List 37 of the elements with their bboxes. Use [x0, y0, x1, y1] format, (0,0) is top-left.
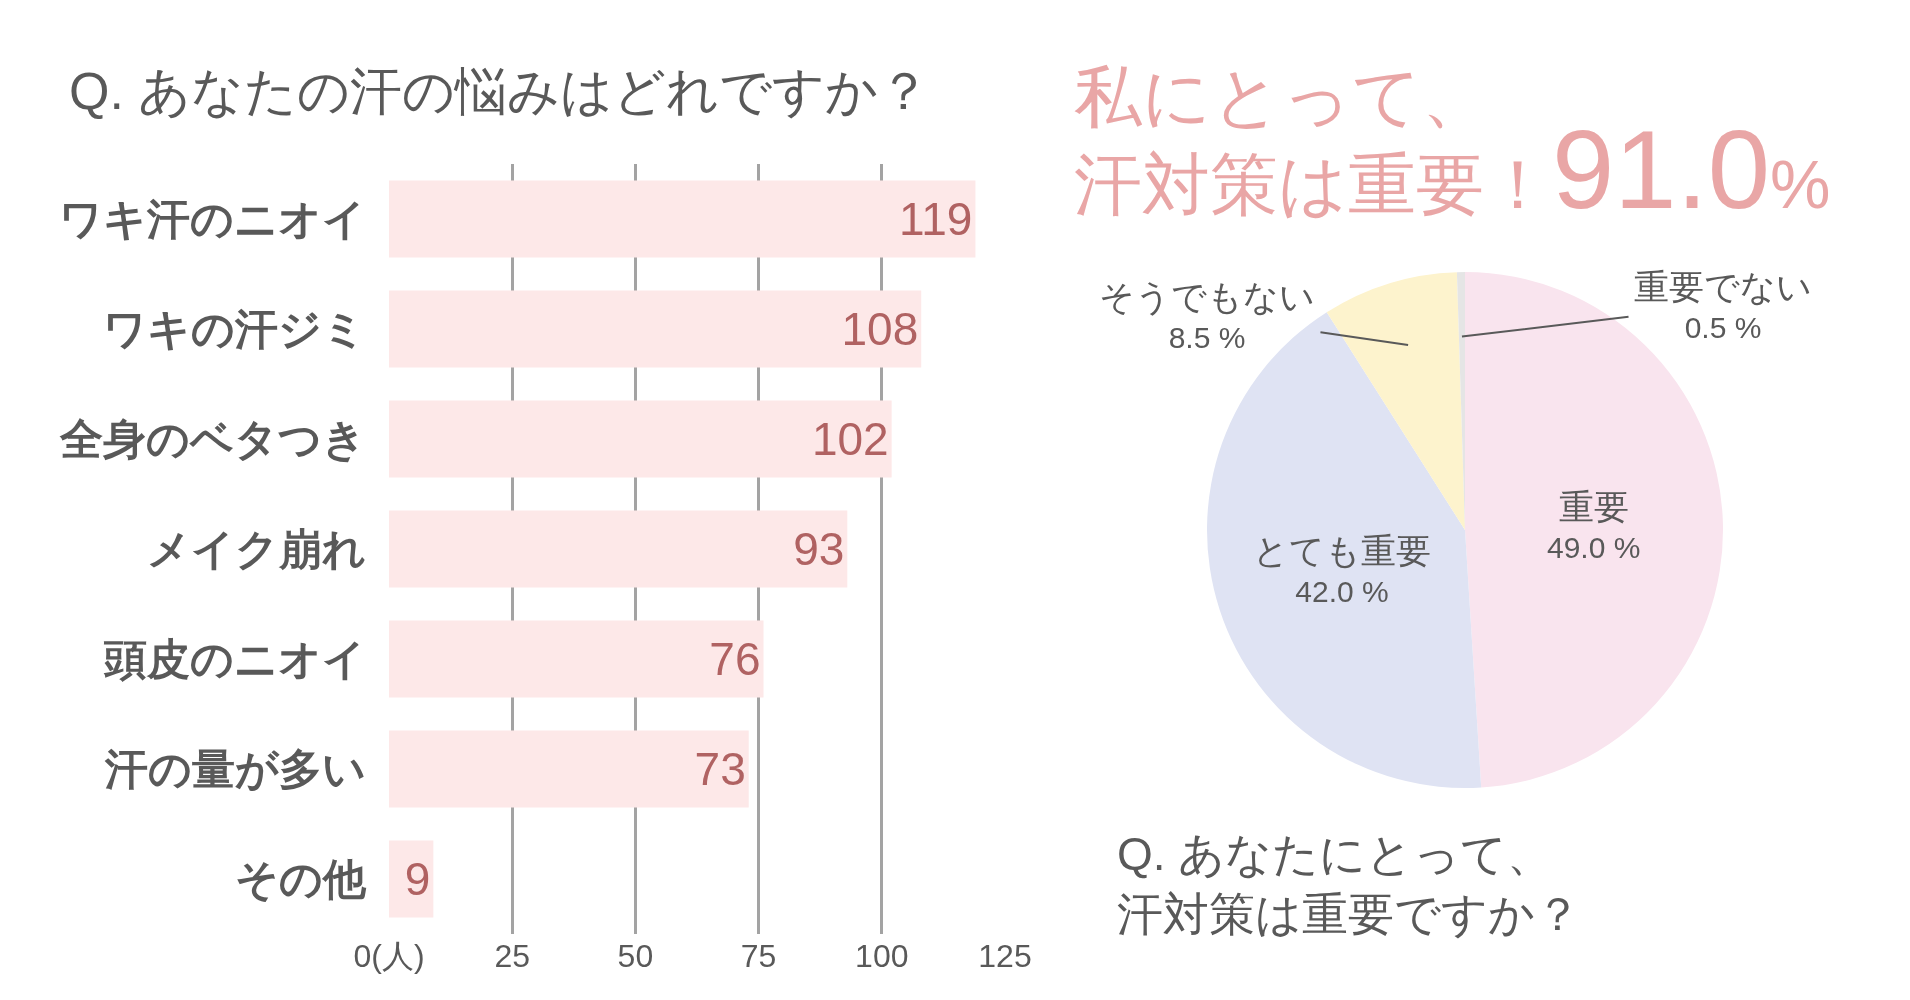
chart-title: Q. あなたの汗の悩みはどれですか？ — [69, 62, 931, 120]
pie-slice — [1326, 272, 1465, 530]
x-tick-label: 0(人) — [353, 938, 425, 974]
bar — [389, 400, 892, 478]
slice-label: 重要 — [1558, 487, 1629, 526]
data-label: 0.5 % — [1684, 311, 1762, 344]
data-label: 8.5 % — [1168, 321, 1246, 354]
data-label: 102 — [811, 413, 889, 465]
y-tick-label: ワキ汗のニオイ — [59, 195, 366, 244]
data-label: 76 — [709, 633, 761, 685]
y-tick-label: メイク崩れ — [147, 525, 366, 574]
data-label: 9 — [404, 853, 431, 905]
y-tick-label: 全身のベタつき — [59, 415, 366, 464]
x-tick-label: 25 — [494, 938, 530, 974]
data-label: 108 — [841, 303, 919, 355]
bar — [389, 290, 922, 368]
data-label: 42.0 % — [1295, 575, 1389, 608]
data-label: 49.0 % — [1547, 531, 1641, 564]
bar — [389, 510, 848, 588]
data-label: 93 — [793, 523, 845, 575]
y-tick-label: 頭皮のニオイ — [103, 635, 366, 684]
x-tick-label: 75 — [740, 938, 777, 974]
slice-label: そうでもない — [1099, 277, 1315, 316]
bar — [389, 620, 764, 698]
y-tick-label: ワキの汗ジミ — [103, 305, 366, 354]
x-tick-label: 125 — [978, 938, 1032, 974]
text: Q. あなたにとって、汗対策は重要ですか？ — [1117, 828, 1581, 940]
x-tick-label: 100 — [855, 938, 909, 974]
y-tick-label: 汗の量が多い — [104, 745, 366, 794]
data-label: 119 — [899, 193, 973, 245]
slice-label: とても重要 — [1253, 531, 1431, 570]
bar — [389, 730, 749, 808]
x-tick-label: 50 — [617, 938, 654, 974]
data-label: 73 — [694, 743, 746, 795]
slice-label: 重要でない — [1634, 267, 1812, 306]
bar — [389, 180, 976, 258]
y-tick-label: その他 — [235, 855, 367, 904]
